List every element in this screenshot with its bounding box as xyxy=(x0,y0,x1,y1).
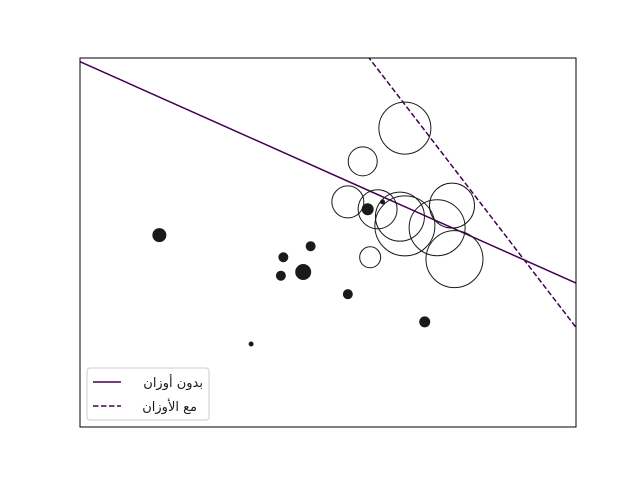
hollow-point-8 xyxy=(425,230,484,289)
filled-point-2 xyxy=(278,252,289,263)
plot-area xyxy=(80,58,576,427)
legend-label-solid: بدون أوزان xyxy=(143,374,203,391)
hollow-point-6 xyxy=(429,182,475,229)
hollow-point-4 xyxy=(374,191,425,242)
hollow-point-5 xyxy=(374,195,436,257)
filled-point-9 xyxy=(248,341,254,347)
legend-label-dashed: مع الأوزان xyxy=(142,398,197,415)
hollow-point-2 xyxy=(331,185,365,219)
hollow-point-9 xyxy=(359,246,382,269)
legend-box xyxy=(86,367,210,421)
hollow-point-0 xyxy=(378,101,432,155)
hollow-point-7 xyxy=(408,199,466,257)
filled-point-1 xyxy=(295,264,312,281)
filled-point-4 xyxy=(305,241,316,252)
filled-point-3 xyxy=(275,270,286,281)
filled-point-8 xyxy=(419,316,431,328)
plot-frame xyxy=(79,57,577,428)
filled-point-0 xyxy=(152,228,167,243)
filled-point-5 xyxy=(342,289,353,300)
regression-line-unweighted xyxy=(80,61,576,284)
hollow-point-1 xyxy=(347,146,378,177)
hollow-point-3 xyxy=(357,189,398,230)
legend: بدون أوزان مع الأوزان xyxy=(86,367,210,421)
